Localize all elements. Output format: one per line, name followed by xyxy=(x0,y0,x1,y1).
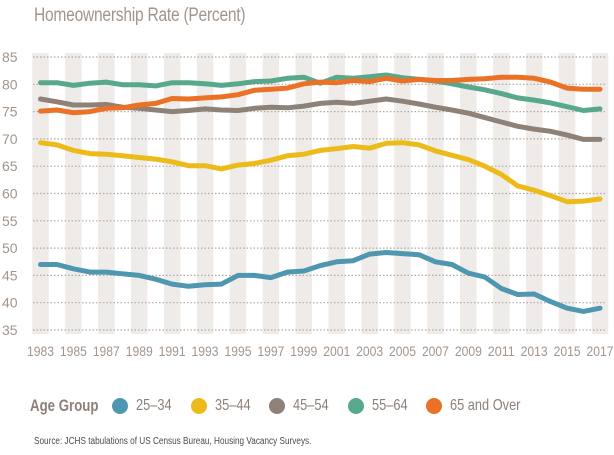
y-tick-label: 60 xyxy=(2,186,18,202)
legend-title: Age Group xyxy=(30,396,99,415)
legend-swatch-25-34 xyxy=(112,398,128,414)
y-tick-label: 50 xyxy=(2,240,18,256)
x-tick-label: 2003 xyxy=(356,343,383,359)
year-band xyxy=(98,53,115,334)
year-band xyxy=(65,53,82,334)
series-line-35-44 xyxy=(38,140,603,205)
x-tick-label: 1997 xyxy=(257,343,284,359)
legend-swatch-35-44 xyxy=(190,398,207,414)
y-tick-label: 40 xyxy=(2,295,18,311)
legend: Age Group 25–34 35–44 45–54 55–64 65 and… xyxy=(30,395,544,417)
x-tick-label: 1991 xyxy=(159,343,186,359)
y-tick-label: 80 xyxy=(2,76,18,92)
series-line-25-34 xyxy=(38,250,603,314)
x-tick-label: 2011 xyxy=(488,343,515,359)
legend-label: 35–44 xyxy=(214,397,251,414)
x-tick-label: 1995 xyxy=(224,343,251,359)
chart-title: Homeownership Rate (Percent) xyxy=(34,5,246,26)
y-tick-label: 45 xyxy=(2,267,18,283)
year-band xyxy=(229,53,247,334)
legend-label: 55–64 xyxy=(371,397,408,414)
series-lines xyxy=(38,72,603,314)
legend-label: 25–34 xyxy=(136,397,172,414)
y-tick-label: 65 xyxy=(2,158,18,174)
year-band xyxy=(558,53,576,334)
series-line-65-and-over xyxy=(38,74,603,116)
legend-swatch-55-64 xyxy=(347,398,364,414)
legend-item-45-54: 45–54 xyxy=(269,397,338,415)
legend-item-65-over: 65 and Over xyxy=(426,397,538,415)
y-tick-label: 55 xyxy=(2,213,18,229)
legend-item-55-64: 55–64 xyxy=(347,397,417,415)
x-tick-label: 2007 xyxy=(422,343,449,359)
y-tick-label: 35 xyxy=(2,322,18,338)
legend-item-25-34: 25–34 xyxy=(112,397,181,415)
year-band xyxy=(394,53,411,334)
x-axis-ticks: 1983 1985 1987 1989 1991 1993 1995 1997 1999 2001… xyxy=(27,343,614,359)
x-tick-label: 1987 xyxy=(93,343,120,359)
y-tick-label: 85 xyxy=(2,49,18,65)
legend-swatch-45-54 xyxy=(269,398,285,414)
y-axis-ticks: 35 40 45 50 55 60 65 70 75 80 85 xyxy=(2,49,18,338)
legend-item-35-44: 35–44 xyxy=(190,397,260,415)
x-tick-label: 2013 xyxy=(521,343,548,359)
x-tick-label: 2015 xyxy=(554,343,581,359)
x-tick-label: 1999 xyxy=(290,343,317,359)
x-tick-label: 2017 xyxy=(587,343,614,359)
legend-swatch-65-over xyxy=(426,398,442,414)
x-tick-label: 2005 xyxy=(389,343,416,359)
source-note: Source: JCHS tabulations of US Census Bu… xyxy=(34,436,312,447)
y-tick-label: 75 xyxy=(2,104,18,120)
x-tick-label: 1985 xyxy=(60,343,87,359)
year-band xyxy=(262,53,280,334)
x-tick-label: 2009 xyxy=(455,343,482,359)
x-tick-label: 2001 xyxy=(323,343,350,359)
x-tick-label: 1983 xyxy=(27,343,54,359)
y-tick-label: 70 xyxy=(2,131,18,147)
legend-label: 65 and Over xyxy=(450,397,521,414)
year-band xyxy=(163,53,181,334)
x-tick-label: 1993 xyxy=(192,343,219,359)
legend-label: 45–54 xyxy=(293,397,329,414)
year-bands xyxy=(32,53,609,334)
x-tick-label: 1989 xyxy=(126,343,153,359)
